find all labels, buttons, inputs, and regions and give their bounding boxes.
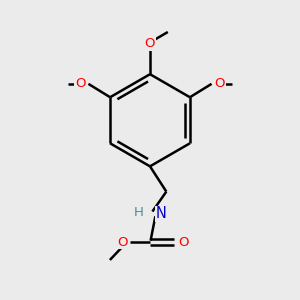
Text: O: O — [178, 236, 188, 249]
Text: O: O — [75, 77, 86, 90]
Text: O: O — [117, 236, 128, 249]
Text: O: O — [214, 77, 225, 90]
Text: H: H — [134, 206, 143, 219]
Text: O: O — [145, 38, 155, 50]
Text: N: N — [155, 206, 166, 221]
